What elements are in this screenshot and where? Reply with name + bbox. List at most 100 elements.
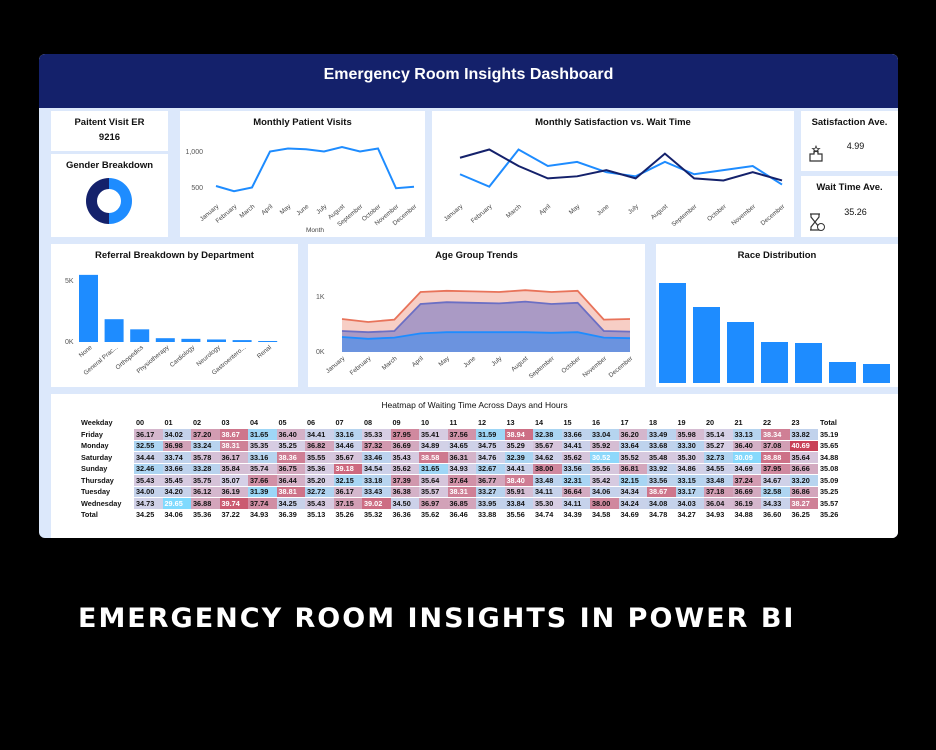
heatmap-cell[interactable]: 36.69 bbox=[390, 440, 419, 451]
heatmap-cell[interactable]: 36.17 bbox=[134, 429, 163, 440]
heatmap-cell[interactable]: 38.67 bbox=[219, 429, 248, 440]
heatmap-total-cell[interactable]: 35.13 bbox=[307, 510, 326, 520]
heatmap-total-cell[interactable]: 34.93 bbox=[706, 510, 725, 520]
heatmap-column-header[interactable]: 11 bbox=[449, 418, 458, 427]
heatmap-cell[interactable]: 35.07 bbox=[219, 475, 248, 486]
heatmap-row-label[interactable]: Thursday bbox=[81, 475, 114, 485]
heatmap-cell[interactable]: 33.56 bbox=[561, 463, 590, 474]
heatmap-row-label[interactable]: Monday bbox=[81, 441, 109, 451]
heatmap-cell[interactable]: 37.64 bbox=[447, 475, 476, 486]
heatmap-cell[interactable]: 35.33 bbox=[362, 429, 391, 440]
heatmap-column-header[interactable]: 13 bbox=[506, 418, 515, 427]
heatmap-total-cell[interactable]: 35.25 bbox=[820, 487, 839, 497]
heatmap-column-header[interactable]: 02 bbox=[193, 418, 202, 427]
heatmap-cell[interactable]: 35.14 bbox=[704, 429, 733, 440]
referral-bar[interactable] bbox=[207, 339, 226, 342]
heatmap-cell[interactable]: 36.75 bbox=[276, 463, 305, 474]
heatmap-row-label[interactable]: Friday bbox=[81, 429, 103, 439]
heatmap-cell[interactable]: 33.13 bbox=[732, 429, 761, 440]
heatmap-cell[interactable]: 33.95 bbox=[476, 498, 505, 509]
heatmap-cell[interactable]: 37.66 bbox=[248, 475, 277, 486]
heatmap-cell[interactable]: 36.40 bbox=[732, 440, 761, 451]
heatmap-column-header[interactable]: 16 bbox=[592, 418, 601, 427]
heatmap-cell[interactable]: 33.20 bbox=[789, 475, 818, 486]
heatmap-cell[interactable]: 33.92 bbox=[647, 463, 676, 474]
heatmap-cell[interactable]: 34.11 bbox=[561, 498, 590, 509]
heatmap-cell[interactable]: 35.84 bbox=[219, 463, 248, 474]
heatmap-cell[interactable]: 35.25 bbox=[276, 440, 305, 451]
heatmap-cell[interactable]: 32.72 bbox=[305, 486, 334, 497]
race-distribution-chart[interactable] bbox=[656, 244, 898, 387]
heatmap-cell[interactable]: 38.36 bbox=[276, 452, 305, 463]
heatmap-total-cell[interactable]: 34.93 bbox=[250, 510, 269, 520]
race-bar[interactable] bbox=[659, 283, 686, 383]
heatmap-total-cell[interactable]: 36.25 bbox=[791, 510, 810, 520]
heatmap-column-header[interactable]: 23 bbox=[791, 418, 800, 427]
heatmap-column-header[interactable]: 10 bbox=[421, 418, 430, 427]
heatmap-cell[interactable]: 36.31 bbox=[447, 452, 476, 463]
heatmap-cell[interactable]: 35.35 bbox=[248, 440, 277, 451]
heatmap-cell[interactable]: 33.84 bbox=[504, 498, 533, 509]
heatmap-total-cell[interactable]: 35.65 bbox=[820, 441, 839, 451]
heatmap-cell[interactable]: 30.52 bbox=[590, 452, 619, 463]
age-group-trends-chart[interactable]: 1K 0K January February March April May June Ju… bbox=[308, 244, 645, 387]
satisfaction-vs-wait-card[interactable]: Monthly Satisfaction vs. Wait Time Janua… bbox=[432, 111, 794, 237]
heatmap-column-header[interactable]: 00 bbox=[136, 418, 145, 427]
heatmap-total-cell[interactable]: 36.36 bbox=[392, 510, 411, 520]
heatmap-cell[interactable]: 33.56 bbox=[647, 475, 676, 486]
heatmap-cell[interactable]: 34.50 bbox=[390, 498, 419, 509]
heatmap-column-header[interactable]: 17 bbox=[620, 418, 629, 427]
heatmap-cell[interactable]: 33.46 bbox=[362, 452, 391, 463]
heatmap-total-cell[interactable]: 35.57 bbox=[820, 498, 839, 508]
heatmap-cell[interactable]: 35.67 bbox=[333, 452, 362, 463]
heatmap-cell[interactable]: 33.04 bbox=[590, 429, 619, 440]
heatmap-total-cell[interactable]: 35.32 bbox=[364, 510, 383, 520]
heatmap-cell[interactable]: 38.31 bbox=[447, 486, 476, 497]
heatmap-cell[interactable]: 34.93 bbox=[447, 463, 476, 474]
heatmap-cell[interactable]: 36.44 bbox=[276, 475, 305, 486]
heatmap-cell[interactable]: 33.66 bbox=[561, 429, 590, 440]
heatmap-cell[interactable]: 37.20 bbox=[191, 429, 220, 440]
heatmap-cell[interactable]: 33.68 bbox=[647, 440, 676, 451]
heatmap-cell[interactable]: 34.46 bbox=[333, 440, 362, 451]
heatmap-cell[interactable]: 32.58 bbox=[761, 486, 790, 497]
heatmap-total-cell[interactable]: 34.78 bbox=[649, 510, 668, 520]
heatmap-cell[interactable]: 32.55 bbox=[134, 440, 163, 451]
heatmap-cell[interactable]: 33.17 bbox=[675, 486, 704, 497]
heatmap-cell[interactable]: 33.15 bbox=[675, 475, 704, 486]
heatmap-cell[interactable]: 33.82 bbox=[789, 429, 818, 440]
heatmap-cell[interactable]: 37.74 bbox=[248, 498, 277, 509]
heatmap-cell[interactable]: 34.20 bbox=[162, 486, 191, 497]
heatmap-cell[interactable]: 36.40 bbox=[276, 429, 305, 440]
heatmap-cell[interactable]: 34.54 bbox=[362, 463, 391, 474]
heatmap-cell[interactable]: 36.17 bbox=[333, 486, 362, 497]
heatmap-cell[interactable]: 31.65 bbox=[248, 429, 277, 440]
heatmap-cell[interactable]: 34.41 bbox=[305, 429, 334, 440]
heatmap-cell[interactable]: 35.45 bbox=[162, 475, 191, 486]
heatmap-cell[interactable]: 36.97 bbox=[419, 498, 448, 509]
heatmap-cell[interactable]: 33.74 bbox=[162, 452, 191, 463]
heatmap-total-cell[interactable]: 35.56 bbox=[506, 510, 525, 520]
heatmap-cell[interactable]: 36.04 bbox=[704, 498, 733, 509]
heatmap-cell[interactable]: 35.56 bbox=[590, 463, 619, 474]
referral-bar[interactable] bbox=[181, 338, 201, 342]
monthly-visits-card[interactable]: Monthly Patient Visits 1,000 500 Month J… bbox=[180, 111, 425, 237]
heatmap-cell[interactable]: 38.94 bbox=[504, 429, 533, 440]
heatmap-total-cell[interactable]: 34.25 bbox=[136, 510, 155, 520]
heatmap-column-header[interactable]: 22 bbox=[763, 418, 772, 427]
heatmap-cell[interactable]: 35.75 bbox=[191, 475, 220, 486]
heatmap-total-cell[interactable]: 35.62 bbox=[421, 510, 440, 520]
heatmap-cell[interactable]: 35.43 bbox=[390, 452, 419, 463]
heatmap-column-header[interactable]: 08 bbox=[364, 418, 373, 427]
age-series-line-1[interactable] bbox=[341, 300, 631, 334]
race-bar[interactable] bbox=[761, 342, 788, 383]
heatmap-cell[interactable]: 40.69 bbox=[789, 440, 818, 451]
referral-bar[interactable] bbox=[258, 340, 278, 342]
heatmap-total-cell[interactable]: 34.39 bbox=[563, 510, 582, 520]
heatmap-cell[interactable]: 37.24 bbox=[732, 475, 761, 486]
race-distribution-card[interactable]: Race Distribution bbox=[656, 244, 898, 387]
heatmap-cell[interactable]: 34.24 bbox=[618, 498, 647, 509]
heatmap-column-header[interactable]: 07 bbox=[335, 418, 344, 427]
heatmap-cell[interactable]: 34.02 bbox=[162, 429, 191, 440]
heatmap-cell[interactable]: 34.69 bbox=[732, 463, 761, 474]
